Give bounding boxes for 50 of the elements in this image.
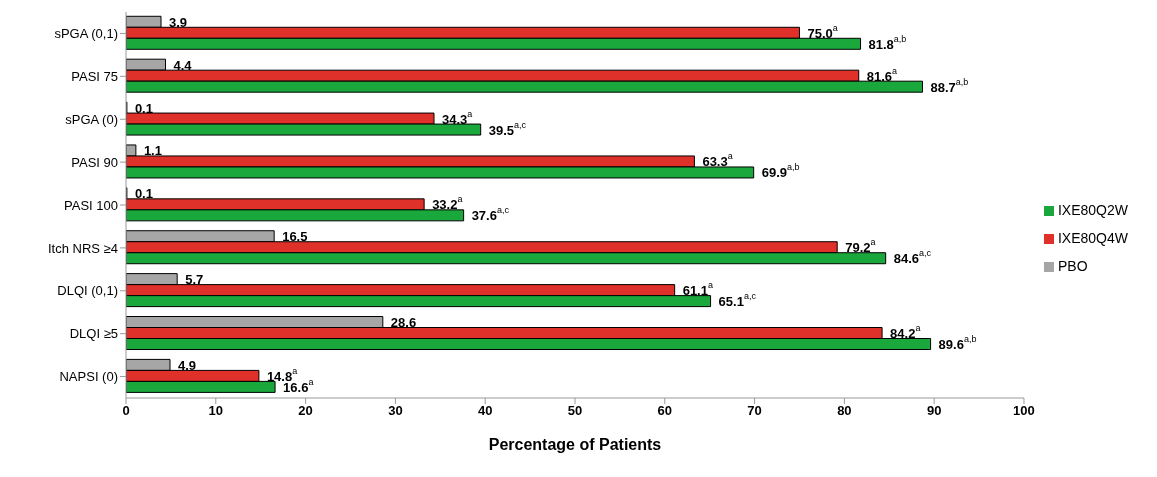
data-label: 37.6$^{a,c}$ (471, 205, 510, 223)
data-label: 0.1 (134, 100, 153, 116)
legend-label: IXE80Q4W (1057, 230, 1128, 246)
data-label: 81.8$^{a,b}$ (868, 33, 907, 52)
data-label: 88.7$^{a,b}$ (930, 76, 969, 95)
data-label: 3.9 (169, 14, 188, 30)
y-tick-label: PASI 90 (71, 154, 118, 170)
data-label: 14.8$^{a}$ (266, 365, 298, 384)
data-label: 79.2$^{a}$ (845, 237, 876, 255)
data-label: 75.0$^{a}$ (807, 22, 838, 41)
data-label: 84.6$^{a,c}$ (893, 248, 932, 266)
x-axis-title: Percentage of Patients (488, 436, 662, 453)
x-tick-label: 50 (567, 403, 583, 419)
y-tick-label: NAPSI (0) (59, 369, 118, 385)
x-tick-label: 60 (657, 403, 673, 419)
data-label: 4.4 (173, 57, 193, 73)
x-tick-label: 70 (747, 403, 762, 419)
data-label: 63.3$^{a}$ (702, 151, 733, 169)
data-label: 89.6$^{a,b}$ (938, 334, 977, 352)
x-tick-label: 80 (837, 403, 852, 419)
data-label: 28.6 (390, 314, 417, 330)
data-label: 0.1 (134, 185, 153, 201)
data-label: 69.9$^{a,b}$ (761, 162, 800, 180)
y-tick-label: DLQI ≥5 (69, 326, 118, 342)
y-tick-label: PASI 75 (71, 68, 118, 84)
data-label: 81.6$^{a}$ (866, 65, 898, 84)
data-label: 5.7 (185, 271, 204, 287)
y-tick-label: sPGA (0,1) (54, 26, 118, 42)
data-label: 34.3$^{a}$ (442, 108, 473, 127)
x-tick-label: 40 (477, 403, 493, 419)
x-tick-label: 90 (926, 403, 942, 419)
data-label: 33.2$^{a}$ (432, 194, 463, 212)
y-tick-label: PASI 100 (64, 197, 118, 213)
y-tick-label: Itch NRS ≥4 (48, 240, 118, 256)
x-tick-label: 30 (388, 403, 403, 419)
legend-label: PBO (1057, 258, 1088, 274)
y-tick-label: DLQI (0,1) (57, 283, 118, 299)
data-label: 84.2$^{a}$ (890, 323, 921, 341)
x-tick-label: 100 (1013, 403, 1035, 419)
x-tick-label: 20 (298, 403, 313, 419)
x-tick-label: 0 (122, 403, 130, 419)
data-label: 4.9 (178, 357, 197, 373)
data-label: 61.1$^{a}$ (682, 280, 713, 298)
legend-label: IXE80Q2W (1057, 202, 1128, 218)
y-tick-label: sPGA (0) (65, 111, 118, 127)
data-label: 39.5$^{a,c}$ (488, 119, 527, 138)
data-label: 1.1 (143, 142, 162, 158)
data-label: 16.5 (282, 228, 308, 244)
data-label: 65.1$^{a,c}$ (718, 291, 757, 309)
x-tick-label: 10 (208, 403, 224, 419)
